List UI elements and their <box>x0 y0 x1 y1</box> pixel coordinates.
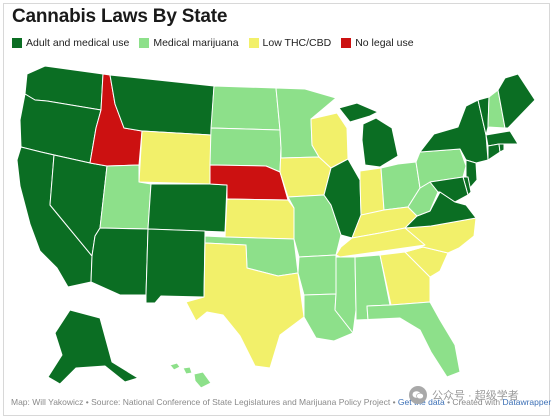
state-nd <box>210 85 281 131</box>
state-mt <box>109 74 215 136</box>
state-az <box>90 227 149 296</box>
state-ct <box>487 143 501 161</box>
state-wy <box>138 130 212 185</box>
datawrapper-link[interactable]: Datawrapper <box>502 397 552 407</box>
legend-item-medical: Medical marijuana <box>139 37 239 49</box>
legend-swatch-low <box>248 38 259 48</box>
legend: Adult and medical use Medical marijuana … <box>12 37 424 49</box>
legend-item-low: Low THC/CBD <box>248 37 332 49</box>
legend-label-adult: Adult and medical use <box>26 37 130 49</box>
state-md <box>429 176 469 203</box>
legend-label-medical: Medical marijuana <box>153 37 239 49</box>
state-nm <box>145 228 206 304</box>
legend-swatch-adult <box>12 38 22 48</box>
state-ks <box>224 198 295 240</box>
legend-label-low: Low THC/CBD <box>262 37 332 49</box>
legend-swatch-none <box>341 38 352 48</box>
legend-label-none: No legal use <box>355 37 414 49</box>
watermark-text: 公众号 · 超级学者 <box>432 390 519 402</box>
state-co <box>147 183 228 233</box>
map-title: Cannabis Laws By State <box>12 6 228 27</box>
footer-credit: Map: Will Yakowicz • Source: National Co… <box>11 397 398 407</box>
footer-created: • Created with <box>444 397 503 407</box>
state-ar <box>297 254 337 296</box>
state-ak <box>47 309 139 385</box>
legend-item-adult: Adult and medical use <box>12 37 129 49</box>
legend-swatch-medical <box>139 38 150 48</box>
state-hi <box>169 362 212 389</box>
state-mi <box>338 102 399 168</box>
wechat-icon <box>409 386 427 404</box>
state-fl <box>355 301 461 378</box>
watermark: 公众号 · 超级学者 <box>409 386 519 404</box>
state-tx <box>185 242 305 369</box>
legend-item-none: No legal use <box>341 37 414 49</box>
state-me <box>497 73 536 129</box>
state-ri <box>498 143 505 153</box>
state-ga <box>379 251 431 306</box>
